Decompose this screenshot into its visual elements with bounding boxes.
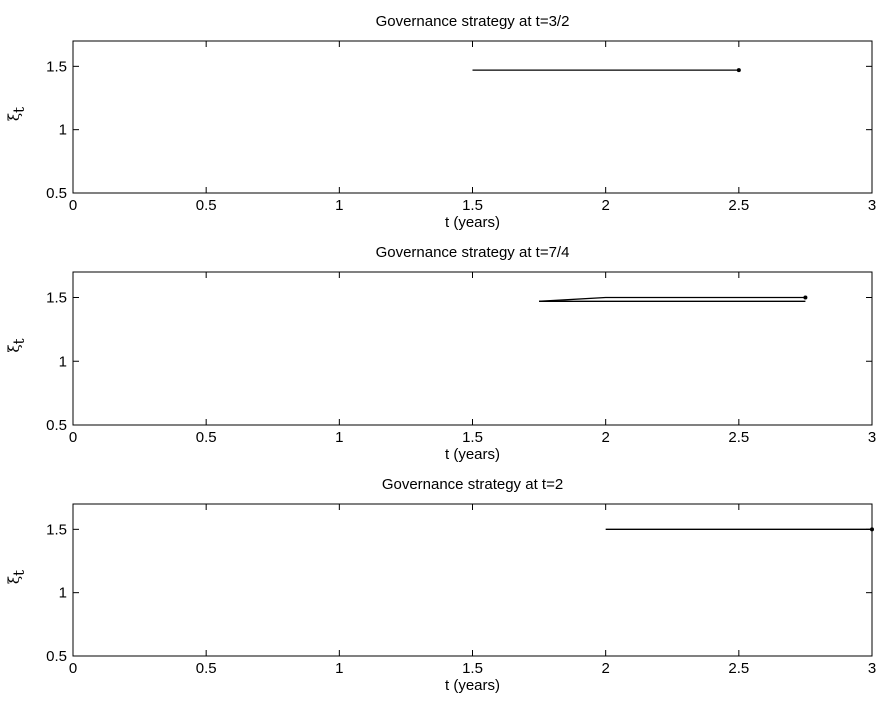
series-end-point (803, 295, 808, 300)
y-axis-label: ξ (5, 113, 23, 121)
y-tick-label: 1 (59, 585, 67, 602)
x-tick-label: 2.5 (728, 429, 749, 446)
chart-title: Governance strategy at t=2 (382, 476, 563, 493)
plot-frame (72, 503, 873, 657)
series-end-point (870, 527, 874, 532)
series-line-1 (539, 296, 806, 302)
y-axis-label: ξ (5, 344, 23, 352)
x-tick-label: 1.5 (462, 197, 483, 214)
chart-title: Governance strategy at t=3/2 (376, 13, 570, 30)
x-tick-label: 3 (868, 660, 876, 677)
x-tick-label: 0.5 (196, 660, 217, 677)
x-tick-label: 1.5 (462, 660, 483, 677)
y-axis-label-subscript: t (10, 338, 28, 344)
subplot-2: Governance strategy at t=7/40 0.5 1 1.5 2 2.5… (5, 244, 876, 463)
y-tick-label: 0.5 (46, 185, 67, 202)
y-axis-label-subscript: t (10, 570, 28, 576)
x-tick-label: 3 (868, 197, 876, 214)
y-axis-label: ξ (5, 576, 23, 584)
x-axis-label: t (years) (445, 677, 500, 694)
y-tick-label: 1.5 (46, 290, 67, 307)
x-tick-label: 2 (601, 660, 609, 677)
series-end-point (736, 68, 741, 73)
y-axis-label-group: ξt (5, 107, 28, 121)
x-tick-label: 0 (69, 660, 77, 677)
x-tick-label: 2 (601, 197, 609, 214)
x-tick-label: 0.5 (196, 429, 217, 446)
x-tick-label: 3 (868, 429, 876, 446)
y-tick-label: 0.5 (46, 648, 67, 665)
x-tick-label: 2.5 (728, 660, 749, 677)
y-tick-label: 1 (59, 122, 67, 139)
x-tick-label: 2 (601, 429, 609, 446)
y-tick-label: 1.5 (46, 58, 67, 75)
y-axis-label-subscript: t (10, 107, 28, 113)
x-tick-label: 0 (69, 197, 77, 214)
y-tick-label: 1.5 (46, 521, 67, 538)
x-tick-label: 2.5 (728, 197, 749, 214)
x-tick-label: 1 (335, 197, 343, 214)
y-tick-label: 0.5 (46, 417, 67, 434)
chart-title: Governance strategy at t=7/4 (376, 244, 570, 261)
x-tick-label: 0.5 (196, 197, 217, 214)
x-axis-label: t (years) (445, 446, 500, 463)
y-axis-label-group: ξt (5, 570, 28, 584)
plot-frame (72, 271, 873, 426)
x-tick-label: 1 (335, 660, 343, 677)
plot-frame (72, 40, 873, 194)
x-tick-label: 1 (335, 429, 343, 446)
x-tick-label: 1.5 (462, 429, 483, 446)
x-tick-label: 0 (69, 429, 77, 446)
subplot-3: Governance strategy at t=20 0.5 1 1.5 2 2.5 30… (5, 476, 876, 694)
y-tick-label: 1 (59, 353, 67, 370)
x-axis-label: t (years) (445, 214, 500, 231)
subplot-1: Governance strategy at t=3/20 0.5 1 1.5 2 2.5… (5, 13, 876, 231)
y-axis-label-group: ξt (5, 338, 28, 352)
